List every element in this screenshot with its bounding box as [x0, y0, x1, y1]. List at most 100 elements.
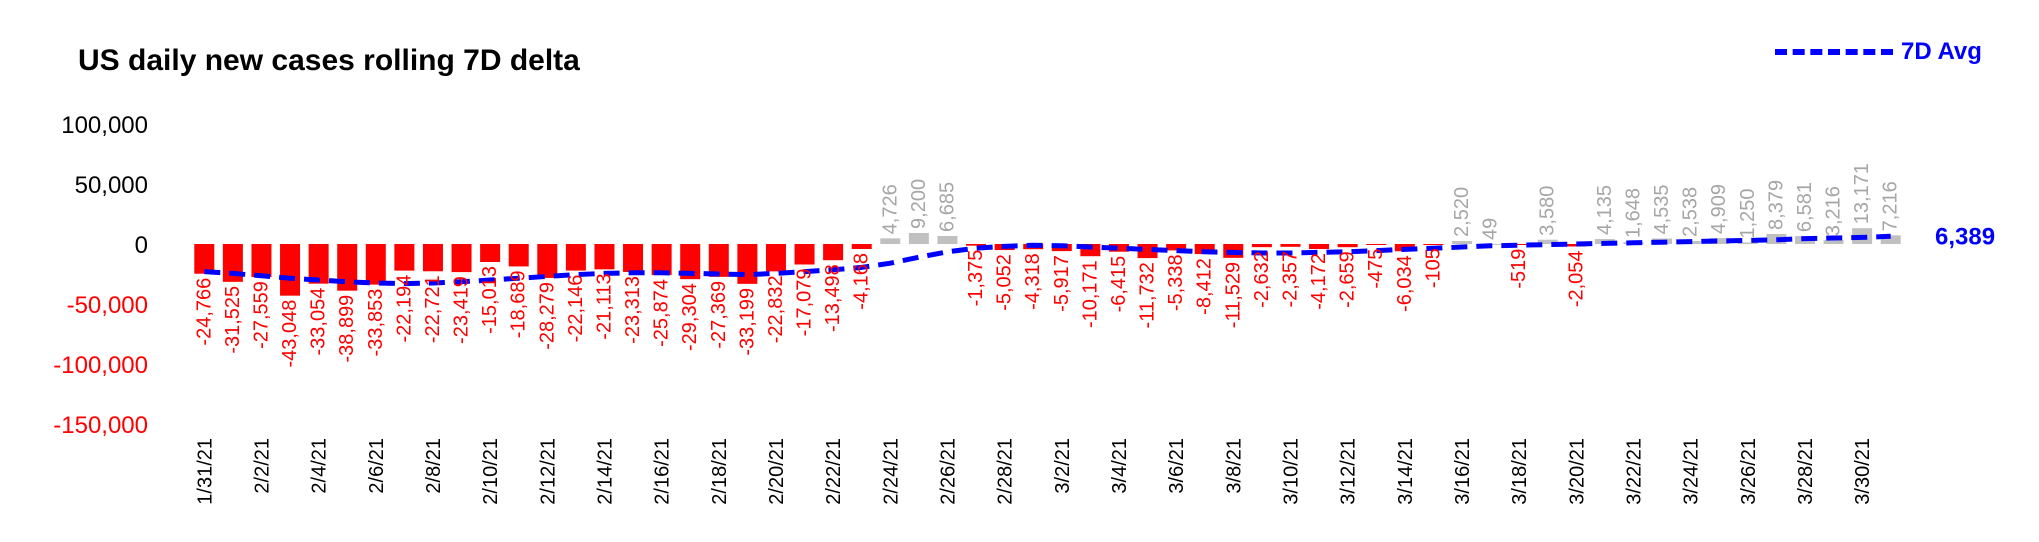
- legend-label: 7D Avg: [1901, 38, 1982, 65]
- x-tick-label: 3/12/21: [1338, 438, 1360, 505]
- data-label: -33,054: [308, 288, 330, 356]
- bar: [1737, 242, 1758, 244]
- data-label: -5,052: [994, 254, 1016, 311]
- data-label: 4,909: [1708, 184, 1730, 234]
- x-tick-label: 2/10/21: [480, 438, 502, 505]
- x-tick-label: 2/6/21: [366, 438, 388, 494]
- x-tick-label: 3/10/21: [1280, 438, 1302, 505]
- bar: [880, 238, 901, 244]
- avg-line: [204, 233, 1891, 287]
- data-label: -21,113: [593, 273, 615, 339]
- x-tick-label: 3/4/21: [1109, 438, 1131, 494]
- data-label: -4,168: [851, 253, 873, 310]
- bar: [708, 244, 729, 277]
- data-label: -22,146: [565, 275, 587, 343]
- data-label: 1,648: [1622, 188, 1644, 238]
- bar: [1509, 244, 1530, 245]
- bar: [1108, 244, 1129, 252]
- data-label: -31,525: [222, 286, 244, 354]
- x-tick-label: 3/8/21: [1223, 438, 1245, 494]
- data-label: 6,581: [1794, 182, 1816, 232]
- bar: [194, 244, 215, 274]
- legend-dash-swatch: [1775, 49, 1893, 55]
- x-tick-label: 2/28/21: [995, 438, 1017, 505]
- x-tick-label: 1/31/21: [194, 438, 216, 505]
- legend: 7D Avg: [1775, 38, 1982, 66]
- data-label: 8,379: [1765, 180, 1787, 230]
- data-label: -475: [1365, 249, 1387, 289]
- x-tick-label: 2/18/21: [709, 438, 731, 505]
- data-label: 6,685: [936, 182, 958, 232]
- data-label: -5,917: [1051, 255, 1073, 312]
- bar: [1823, 240, 1844, 244]
- data-label: -13,498: [822, 264, 844, 332]
- data-label: -4,172: [1308, 253, 1330, 310]
- data-label: -23,313: [622, 276, 644, 344]
- x-tick-label: 3/14/21: [1395, 438, 1417, 505]
- avg-line-group: 6,389: [204, 223, 1995, 287]
- x-tick-label: 2/14/21: [594, 438, 616, 505]
- data-label: -33,853: [365, 289, 387, 357]
- bar: [251, 244, 272, 278]
- y-tick-label: 0: [135, 232, 148, 259]
- x-tick-label: 2/20/21: [766, 438, 788, 505]
- bar: [537, 244, 558, 278]
- data-labels-group: -24,766 -31,525 -27,559 -43,048 -33,054 -38,8…: [193, 163, 1901, 367]
- data-label: -2,659: [1337, 251, 1359, 308]
- bar: [594, 244, 615, 270]
- x-tick-label: 2/16/21: [652, 438, 674, 505]
- bar: [1337, 244, 1358, 248]
- bar: [651, 244, 672, 276]
- data-label: -15,013: [479, 266, 501, 334]
- data-label: -2,632: [1251, 251, 1273, 308]
- data-label: -6,034: [1394, 255, 1416, 312]
- data-label: -24,766: [193, 278, 215, 346]
- x-axis-ticks: 1/31/21 2/2/21 2/4/21 2/6/21 2/8/21 2/10/21 2/…: [194, 438, 1874, 505]
- bar: [1423, 244, 1444, 245]
- bar: [765, 244, 786, 272]
- data-label: -27,559: [250, 281, 272, 349]
- bar: [623, 244, 644, 272]
- bar: [908, 232, 929, 244]
- bar: [1366, 244, 1387, 245]
- data-label: -105: [1422, 248, 1444, 288]
- bar: [823, 244, 844, 261]
- x-tick-label: 3/24/21: [1681, 438, 1703, 505]
- data-label: 3,580: [1537, 186, 1559, 236]
- x-tick-label: 3/20/21: [1566, 438, 1588, 505]
- bar: [1194, 244, 1215, 255]
- data-label: -1,375: [965, 250, 987, 307]
- bar: [937, 235, 958, 244]
- x-tick-label: 2/26/21: [937, 438, 959, 505]
- data-label: -6,415: [1108, 256, 1130, 313]
- data-label: 9,200: [908, 179, 930, 229]
- data-label: -10,171: [1079, 260, 1101, 328]
- bar: [480, 244, 501, 263]
- y-tick-label: 100,000: [61, 112, 148, 139]
- data-label: -29,304: [679, 283, 701, 351]
- bar: [365, 244, 386, 285]
- bar: [1451, 240, 1472, 244]
- chart-title: US daily new cases rolling 7D delta: [78, 44, 580, 77]
- data-label: 1,250: [1737, 188, 1759, 238]
- data-label: -17,079: [794, 268, 816, 336]
- y-tick-label: -100,000: [53, 352, 148, 379]
- data-label: -5,338: [1165, 254, 1187, 311]
- data-label: -11,732: [1137, 262, 1159, 328]
- data-label: -18,689: [508, 270, 530, 338]
- y-axis-ticks: 100,000 50,000 0 -50,000 -100,000 -150,000: [53, 112, 148, 439]
- data-label: 7,216: [1880, 181, 1902, 231]
- x-tick-label: 3/30/21: [1852, 438, 1874, 505]
- data-label: 3,216: [1823, 186, 1845, 236]
- bar: [680, 244, 701, 280]
- data-label: -519: [1508, 249, 1530, 289]
- bar: [1280, 244, 1301, 247]
- bar: [508, 244, 529, 267]
- bar: [422, 244, 443, 272]
- bar: [1166, 244, 1187, 251]
- data-label: -43,048: [279, 300, 301, 368]
- data-label: -25,874: [651, 279, 673, 347]
- data-label: 4,726: [879, 184, 901, 234]
- bar: [1709, 238, 1730, 244]
